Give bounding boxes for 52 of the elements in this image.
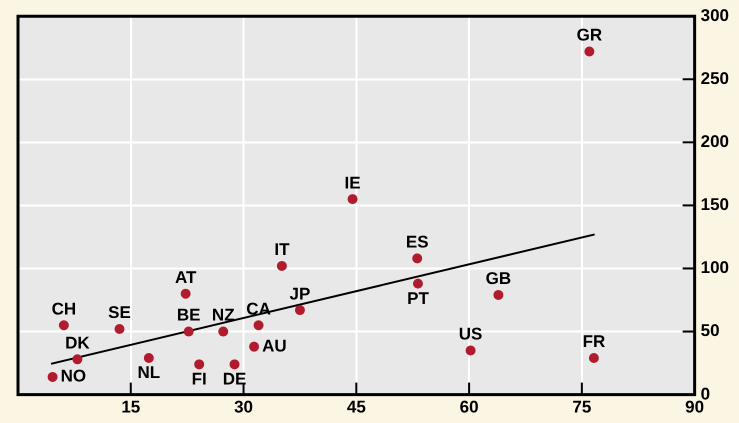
annotation: GB [486, 269, 512, 288]
annotation: NL [137, 363, 160, 382]
annotation: JP [290, 284, 310, 304]
annotation: SE [108, 303, 131, 322]
point [144, 353, 154, 364]
x-tick-label: 45 [346, 397, 366, 416]
y-tick-label: 150 [700, 195, 730, 214]
annotation: ES [406, 232, 429, 252]
point [58, 320, 69, 330]
point [412, 253, 422, 264]
point [184, 326, 194, 337]
annotation: BE [176, 306, 200, 325]
x-tick-label: 30 [234, 397, 254, 416]
point [588, 353, 599, 364]
annotation: GR [576, 26, 602, 45]
x-tick-label: 60 [460, 397, 479, 416]
point [180, 288, 191, 299]
annotation: DK [65, 333, 90, 352]
annotation: IE [344, 173, 361, 192]
point [276, 260, 287, 271]
annotation: NZ [212, 306, 235, 325]
point [254, 320, 264, 330]
annotation: CH [52, 299, 76, 318]
point [412, 278, 423, 289]
annotation: DE [222, 370, 246, 389]
point [114, 324, 124, 334]
point [493, 290, 504, 300]
point [294, 305, 305, 316]
annotation: US [458, 324, 482, 344]
point [230, 359, 240, 370]
y-tick-label: 200 [700, 132, 730, 152]
point [194, 359, 204, 370]
point [249, 342, 260, 352]
annotation: AU [262, 336, 287, 356]
point [48, 372, 58, 382]
x-tick-label: 15 [121, 397, 140, 416]
annotation: AT [174, 268, 197, 287]
x-tick-label: 75 [572, 397, 592, 416]
annotation: NO [60, 366, 86, 386]
annotation: PT [407, 288, 430, 308]
point [72, 354, 82, 364]
point [466, 345, 476, 356]
y-tick-label: 100 [700, 258, 730, 278]
annotation: FI [192, 370, 207, 389]
y-tick-label: 50 [700, 321, 720, 340]
point [348, 194, 358, 204]
annotation: IT [274, 240, 290, 260]
point [218, 326, 228, 337]
y-tick-label: 300 [700, 6, 730, 25]
point [584, 46, 594, 57]
y-tick-label: 250 [700, 68, 730, 88]
annotation: FR [582, 332, 606, 352]
